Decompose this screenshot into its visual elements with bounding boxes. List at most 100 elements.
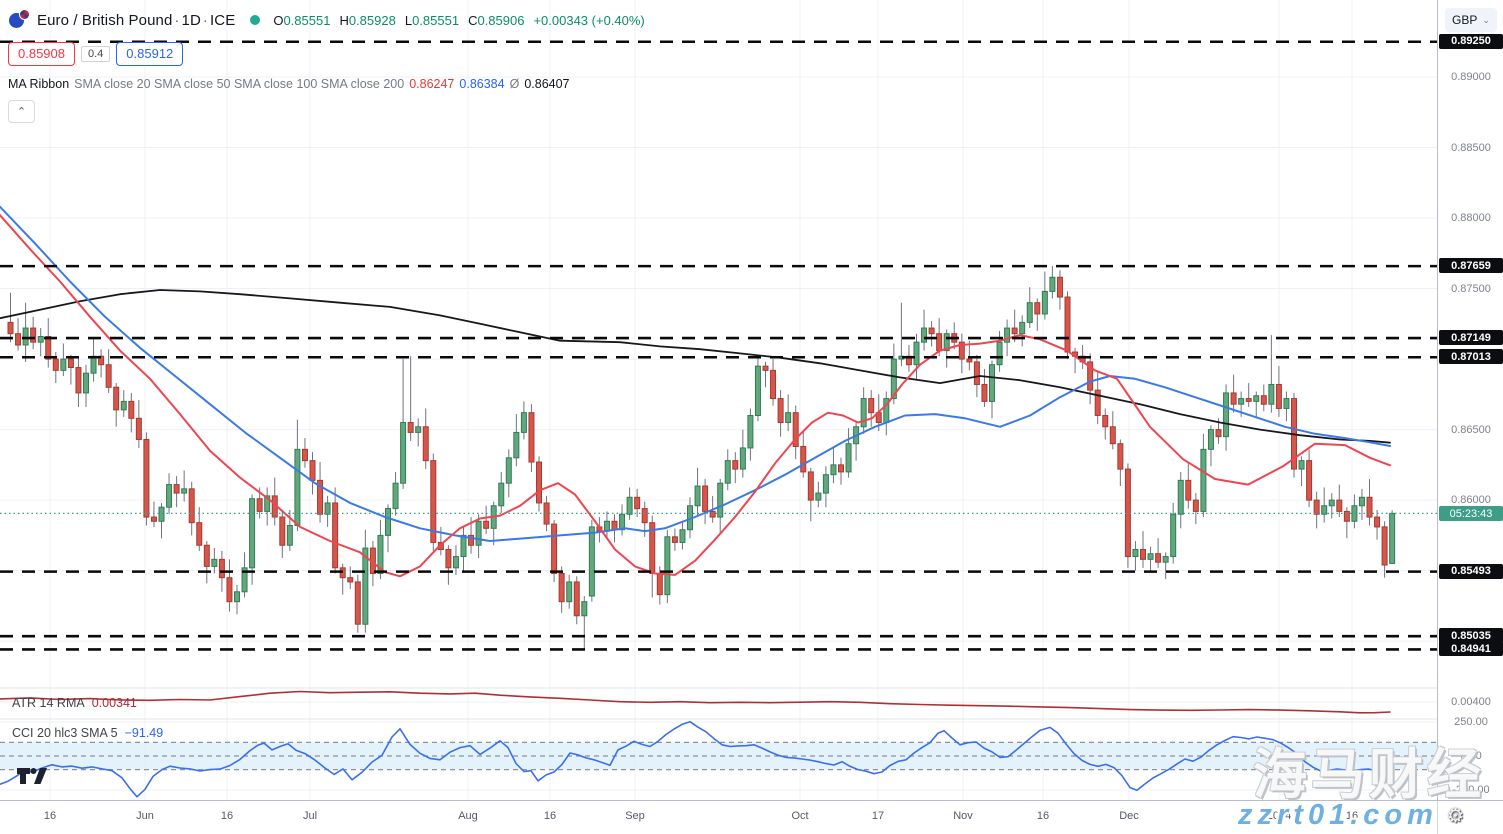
time-tick-label[interactable]: Dec xyxy=(1119,810,1139,822)
candle-down[interactable] xyxy=(407,422,414,433)
time-tick-label[interactable]: 16 xyxy=(43,810,57,822)
candle-down[interactable] xyxy=(301,448,308,462)
candle-down[interactable] xyxy=(143,438,150,518)
atr-legend[interactable]: ATR 14 RMA 0.00341 xyxy=(12,696,137,710)
candle-up[interactable] xyxy=(452,556,459,569)
candle-down[interactable] xyxy=(1374,516,1381,528)
candle-up[interactable] xyxy=(747,414,754,449)
candle-down[interactable] xyxy=(1185,479,1192,501)
candle-up[interactable] xyxy=(860,398,867,428)
currency-selector[interactable]: GBP ⌄ xyxy=(1445,8,1497,32)
candle-up[interactable] xyxy=(619,513,626,531)
candle-down[interactable] xyxy=(868,398,875,414)
candle-up[interactable] xyxy=(377,534,384,574)
candle-up[interactable] xyxy=(1321,505,1328,515)
candle-up[interactable] xyxy=(294,448,301,527)
candle-down[interactable] xyxy=(75,367,82,394)
candle-down[interactable] xyxy=(7,321,14,335)
candle-down[interactable] xyxy=(1215,429,1222,438)
sell-bid-button[interactable]: 0.85908 xyxy=(8,42,75,66)
time-tick-label[interactable]: Aug xyxy=(458,810,478,822)
candle-down[interactable] xyxy=(226,577,233,603)
time-tick-label[interactable]: Sep xyxy=(625,810,645,822)
candle-up[interactable] xyxy=(120,400,127,411)
time-tick-label[interactable]: Oct xyxy=(791,810,809,822)
candle-down[interactable] xyxy=(1117,443,1124,470)
candle-down[interactable] xyxy=(173,484,180,494)
market-status-icon[interactable] xyxy=(250,15,261,25)
candle-up[interactable] xyxy=(392,482,399,510)
time-tick-label[interactable]: 16 xyxy=(1036,810,1050,822)
candle-down[interactable] xyxy=(1034,302,1041,315)
candle-up[interactable] xyxy=(83,372,89,394)
candle-up[interactable] xyxy=(717,482,724,518)
candle-down[interactable] xyxy=(1056,276,1063,298)
candle-down[interactable] xyxy=(1245,398,1252,402)
price-level-chip[interactable]: 0.84941 xyxy=(1439,641,1503,657)
candle-down[interactable] xyxy=(966,358,973,363)
candle-down[interactable] xyxy=(67,358,74,369)
candle-up[interactable] xyxy=(943,333,950,352)
candle-down[interactable] xyxy=(45,336,52,360)
axis-settings-gear-icon[interactable]: ⚙ xyxy=(1447,806,1465,827)
candle-up[interactable] xyxy=(588,526,595,597)
candle-down[interactable] xyxy=(256,498,263,512)
candle-down[interactable] xyxy=(309,460,316,481)
candle-up[interactable] xyxy=(1283,398,1290,409)
time-axis[interactable]: 16 Jun 16 Jul Aug 16 Sep Oct 17 Nov 16 Dec 2024 16 xyxy=(0,800,1503,834)
candle-up[interactable] xyxy=(1132,548,1139,558)
collapse-legend-button[interactable]: ⌃ xyxy=(8,100,35,123)
candle-down[interactable] xyxy=(98,355,105,366)
candle-up[interactable] xyxy=(822,474,829,494)
time-tick-label[interactable]: 17 xyxy=(871,810,885,822)
candle-down[interactable] xyxy=(196,522,203,546)
candle-down[interactable] xyxy=(1313,499,1320,515)
candle-up[interactable] xyxy=(890,358,897,400)
time-tick-label[interactable]: Jul xyxy=(302,810,318,822)
candle-down[interactable] xyxy=(1102,414,1109,428)
candle-up[interactable] xyxy=(1389,512,1396,564)
candle-down[interactable] xyxy=(792,412,799,448)
candle-down[interactable] xyxy=(218,558,225,579)
candle-down[interactable] xyxy=(936,333,943,352)
candle-down[interactable] xyxy=(634,496,641,510)
candle-down[interactable] xyxy=(113,386,120,411)
candle-up[interactable] xyxy=(1268,383,1275,405)
candle-up[interactable] xyxy=(400,422,407,484)
candle-down[interactable] xyxy=(1140,548,1146,560)
candle-up[interactable] xyxy=(264,495,271,512)
candle-up[interactable] xyxy=(679,529,686,543)
candle-down[interactable] xyxy=(422,426,429,462)
candle-down[interactable] xyxy=(1306,460,1313,501)
candle-down[interactable] xyxy=(135,417,142,440)
candle-down[interactable] xyxy=(332,502,339,569)
candle-down[interactable] xyxy=(641,508,648,524)
candle-down[interactable] xyxy=(347,577,354,583)
candle-up[interactable] xyxy=(1162,556,1169,563)
candle-up[interactable] xyxy=(989,364,995,402)
candle-down[interactable] xyxy=(1230,392,1237,405)
candle-up[interactable] xyxy=(286,525,293,546)
candle-down[interactable] xyxy=(203,544,210,567)
candle-up[interactable] xyxy=(513,431,520,459)
candle-up[interactable] xyxy=(1358,496,1365,507)
price-level-chip[interactable]: 0.87659 xyxy=(1439,258,1503,274)
candle-down[interactable] xyxy=(709,510,716,518)
candle-down[interactable] xyxy=(1336,499,1343,512)
candle-up[interactable] xyxy=(1019,321,1026,335)
candle-down[interactable] xyxy=(777,398,784,424)
candle-up[interactable] xyxy=(724,460,731,484)
time-tick-label[interactable]: 16 xyxy=(543,810,557,822)
candle-down[interactable] xyxy=(1260,395,1267,405)
candle-up[interactable] xyxy=(1298,460,1305,470)
candle-up[interactable] xyxy=(241,567,248,593)
timeframe-label[interactable]: 1D xyxy=(181,11,201,29)
candle-down[interactable] xyxy=(973,361,980,385)
candle-down[interactable] xyxy=(279,516,286,546)
candle-down[interactable] xyxy=(1087,361,1094,391)
candle-down[interactable] xyxy=(958,341,965,360)
candle-down[interactable] xyxy=(838,464,844,473)
candle-up[interactable] xyxy=(60,358,67,371)
symbol-title[interactable]: Euro / British Pound · 1D · ICE xyxy=(37,12,235,29)
